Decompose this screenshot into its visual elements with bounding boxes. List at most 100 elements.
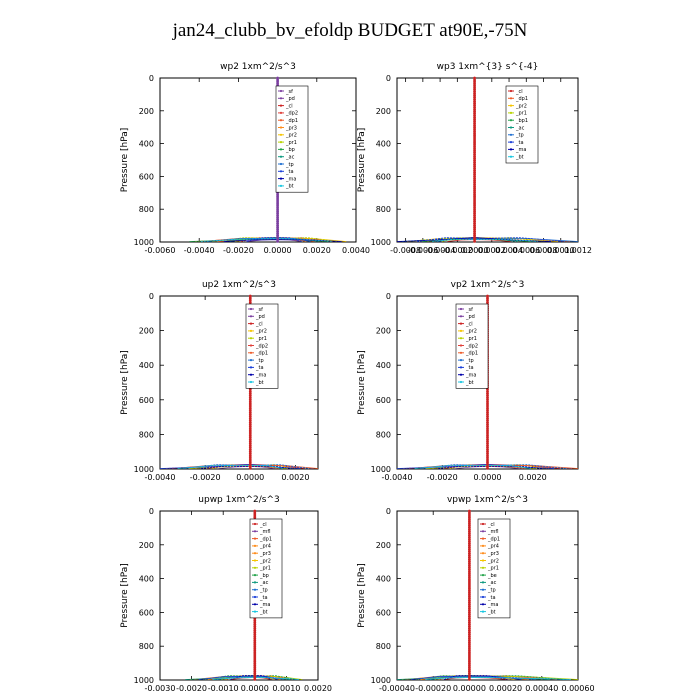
series-marker bbox=[468, 556, 471, 560]
series-marker bbox=[253, 635, 257, 639]
series-marker bbox=[276, 208, 279, 212]
series-marker bbox=[276, 236, 279, 239]
series-marker bbox=[473, 100, 476, 104]
series-marker bbox=[468, 617, 471, 620]
series-marker bbox=[468, 521, 471, 525]
x-tick-label: 0.0020 bbox=[304, 684, 332, 693]
legend-marker bbox=[253, 559, 257, 562]
legend-entry: _pd bbox=[285, 96, 295, 102]
series-marker bbox=[468, 669, 471, 673]
plot-frame bbox=[159, 510, 319, 681]
series-marker bbox=[468, 661, 471, 665]
series-marker bbox=[473, 196, 476, 200]
y-tick-label: 1000 bbox=[371, 465, 391, 474]
legend-entry: _pr1 bbox=[465, 336, 477, 342]
legend-marker bbox=[481, 603, 485, 606]
series-marker bbox=[473, 119, 476, 123]
series-marker bbox=[486, 427, 489, 431]
series-marker bbox=[468, 554, 471, 558]
series-marker bbox=[473, 186, 476, 190]
series-marker bbox=[276, 226, 279, 229]
series-marker bbox=[486, 417, 489, 420]
legend-marker bbox=[459, 322, 463, 325]
y-tick-label: 800 bbox=[376, 205, 391, 214]
series-marker bbox=[276, 210, 279, 214]
series-marker bbox=[473, 147, 476, 151]
legend-marker bbox=[481, 610, 485, 613]
series-marker bbox=[486, 388, 489, 391]
x-tick-label: 0.0040 bbox=[342, 246, 370, 255]
x-tick-label: -0.0010 bbox=[208, 684, 239, 693]
series-marker bbox=[473, 237, 476, 241]
series-marker bbox=[248, 402, 252, 406]
series-marker bbox=[468, 659, 471, 663]
legend-entry: _pr2 bbox=[515, 103, 527, 109]
x-tick-label: -0.0030 bbox=[145, 684, 176, 693]
legend-marker bbox=[481, 552, 485, 555]
series-marker bbox=[248, 398, 252, 402]
x-tick-label: 0.0012 bbox=[564, 246, 592, 255]
x-tick-label: -0.0020 bbox=[427, 473, 458, 482]
legend-marker bbox=[509, 111, 513, 114]
series-marker bbox=[486, 425, 489, 429]
series-marker bbox=[468, 641, 471, 645]
legend-marker bbox=[279, 184, 283, 187]
series-marker bbox=[468, 542, 471, 545]
legend-entry: _cl bbox=[259, 522, 267, 528]
series-marker bbox=[473, 212, 476, 216]
series-marker bbox=[473, 143, 476, 147]
series-marker bbox=[468, 671, 471, 675]
legend-marker bbox=[481, 588, 485, 591]
legend-entry: _ac bbox=[285, 155, 295, 161]
series-marker bbox=[248, 412, 252, 416]
x-tick-label: -0.0002 bbox=[442, 246, 473, 255]
series-marker bbox=[253, 651, 257, 655]
series-marker bbox=[473, 113, 476, 117]
series-marker bbox=[468, 619, 471, 622]
legend-entry: _cl bbox=[255, 321, 263, 327]
legend-entry: _pr3 bbox=[259, 551, 271, 557]
legend-entry: _ta bbox=[515, 140, 524, 146]
series-marker bbox=[276, 200, 279, 204]
panel-4: upwp 1xm^2/s^3 Pressure [hPa] 0 200 400 600 80… bbox=[120, 495, 332, 693]
series-marker bbox=[468, 615, 471, 618]
legend-marker bbox=[253, 552, 257, 555]
series-marker bbox=[248, 435, 252, 439]
series-marker bbox=[473, 176, 476, 180]
series-marker bbox=[276, 239, 279, 243]
series-marker bbox=[248, 294, 252, 298]
series-marker bbox=[486, 448, 489, 452]
series-marker bbox=[468, 606, 471, 610]
y-axis-label: Pressure [hPa] bbox=[120, 350, 130, 415]
series-marker bbox=[468, 525, 471, 529]
series-marker bbox=[468, 578, 471, 582]
legend-marker bbox=[249, 322, 253, 325]
series-marker bbox=[486, 410, 489, 414]
legend-entry: _cl bbox=[487, 522, 495, 528]
legend-marker bbox=[279, 133, 283, 136]
legend-entry: _bt bbox=[255, 380, 264, 386]
series-marker bbox=[473, 157, 476, 161]
x-tick-label: 0.0010 bbox=[272, 684, 300, 693]
y-tick-label: 800 bbox=[139, 430, 154, 439]
series-marker bbox=[248, 427, 252, 431]
legend-marker bbox=[253, 530, 257, 533]
series-marker bbox=[468, 655, 471, 659]
series-marker bbox=[248, 439, 252, 443]
legend-entry: _pr1 bbox=[255, 336, 267, 342]
series-marker bbox=[468, 608, 471, 612]
series-marker bbox=[253, 629, 257, 633]
legend-marker bbox=[253, 537, 257, 540]
legend-marker bbox=[459, 337, 463, 340]
legend-entry: _tp bbox=[487, 588, 496, 594]
legend-marker bbox=[481, 537, 485, 540]
plot-frame bbox=[159, 295, 319, 470]
legend-entry: _bp bbox=[285, 147, 295, 153]
legend-entry: _tp bbox=[259, 588, 268, 594]
series-marker bbox=[248, 454, 252, 458]
series-marker bbox=[253, 641, 257, 645]
plot-frame bbox=[159, 77, 357, 243]
legend-marker bbox=[459, 373, 463, 376]
series-marker bbox=[473, 133, 476, 137]
series-marker bbox=[468, 627, 471, 631]
